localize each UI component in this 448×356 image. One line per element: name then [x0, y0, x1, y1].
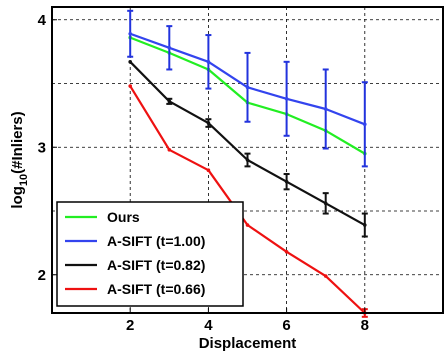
y-axis-title-main: log — [9, 186, 26, 209]
data-point — [206, 60, 211, 64]
data-point — [284, 250, 289, 254]
data-point — [284, 179, 289, 184]
series-2 — [128, 60, 368, 238]
x-tick-label: 4 — [204, 317, 213, 334]
data-point — [284, 97, 289, 101]
data-point — [128, 84, 132, 88]
y-axis-title-rest: (#Inliers) — [9, 111, 26, 174]
data-point — [245, 223, 250, 227]
legend-label: A-SIFT (t=0.66) — [107, 281, 205, 297]
legend-label: A-SIFT (t=1.00) — [107, 233, 205, 249]
x-tick-label: 2 — [126, 317, 134, 334]
data-point — [167, 99, 172, 104]
series-layer — [127, 9, 368, 318]
legend-label: A-SIFT (t=0.82) — [107, 257, 205, 273]
legend: Ours A-SIFT (t=1.00) A-SIFT (t=0.82) A-SIFT… — [56, 201, 244, 307]
data-point — [323, 201, 328, 206]
series-1 — [127, 9, 368, 168]
data-point — [245, 158, 250, 162]
y-tick-label: 3 — [38, 139, 46, 156]
plot-frame — [51, 6, 444, 314]
data-point — [323, 274, 328, 278]
data-point — [323, 107, 328, 111]
legend-label: Ours — [107, 209, 140, 225]
data-point — [167, 148, 172, 152]
data-point — [206, 121, 211, 125]
ticks: 2 4 6 8 2 3 4 — [38, 12, 369, 334]
data-point — [128, 60, 132, 64]
x-tick-label: 8 — [361, 317, 369, 334]
y-tick-label: 2 — [38, 267, 46, 284]
x-axis-title: Displacement — [199, 335, 297, 352]
y-tick-label: 4 — [38, 12, 47, 29]
y-axis-title: log10(#Inliers) — [9, 111, 30, 208]
data-point — [363, 122, 367, 127]
x-tick-label: 6 — [282, 317, 290, 334]
data-point — [128, 31, 132, 36]
data-point — [245, 85, 250, 90]
y-axis-title-subscript: 10 — [18, 174, 30, 186]
data-point — [363, 223, 367, 227]
data-point — [167, 46, 172, 50]
data-point — [206, 168, 211, 172]
